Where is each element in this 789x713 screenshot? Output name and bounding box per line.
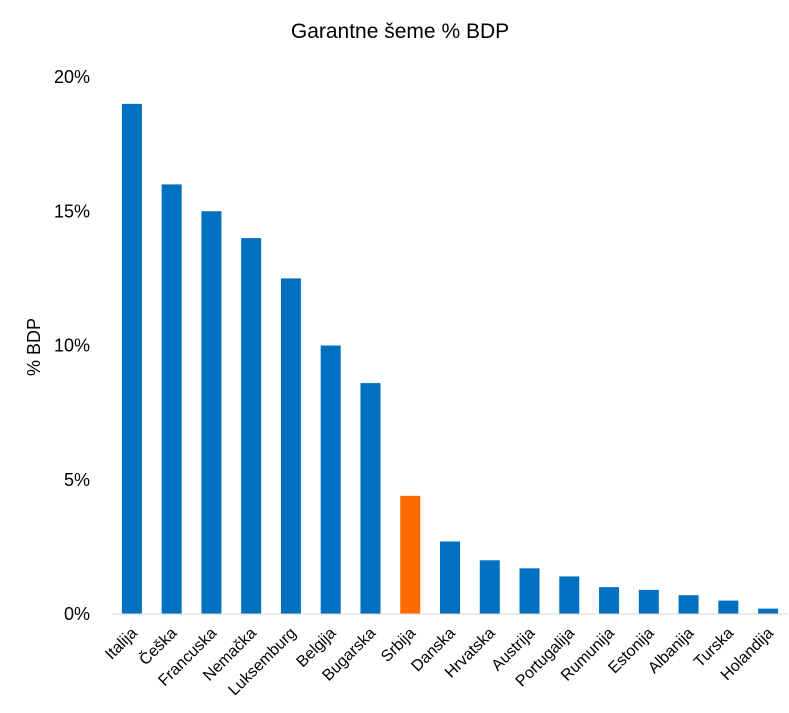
bar xyxy=(638,589,659,614)
bar xyxy=(479,560,500,614)
bar xyxy=(758,608,779,614)
bar xyxy=(400,495,421,614)
bar xyxy=(280,278,301,614)
y-tick-label: 5% xyxy=(64,470,90,490)
bar xyxy=(440,541,460,614)
x-axis-ticks: ItalijaČeškaFrancuskaNemačkaLuksemburgBe… xyxy=(102,623,777,699)
bar xyxy=(678,595,699,614)
y-axis-ticks: 0% 5% 10% 15% 20% xyxy=(54,67,90,624)
bars xyxy=(121,103,779,614)
bar xyxy=(519,568,540,614)
bar xyxy=(161,184,182,614)
bar xyxy=(559,576,580,614)
bar xyxy=(718,600,739,614)
y-tick-label: 20% xyxy=(54,67,90,87)
bar xyxy=(121,103,142,614)
y-axis-label: % BDP xyxy=(24,318,44,376)
chart-title: Garantne šeme % BDP xyxy=(291,20,509,43)
bar xyxy=(599,587,620,614)
bar xyxy=(241,238,262,614)
y-tick-label: 15% xyxy=(54,201,90,221)
x-tick-label: Italija xyxy=(102,625,141,664)
bar xyxy=(320,345,341,614)
y-tick-label: 10% xyxy=(54,336,90,356)
bar xyxy=(201,211,222,614)
bar xyxy=(360,383,381,614)
y-tick-label: 0% xyxy=(64,604,90,624)
